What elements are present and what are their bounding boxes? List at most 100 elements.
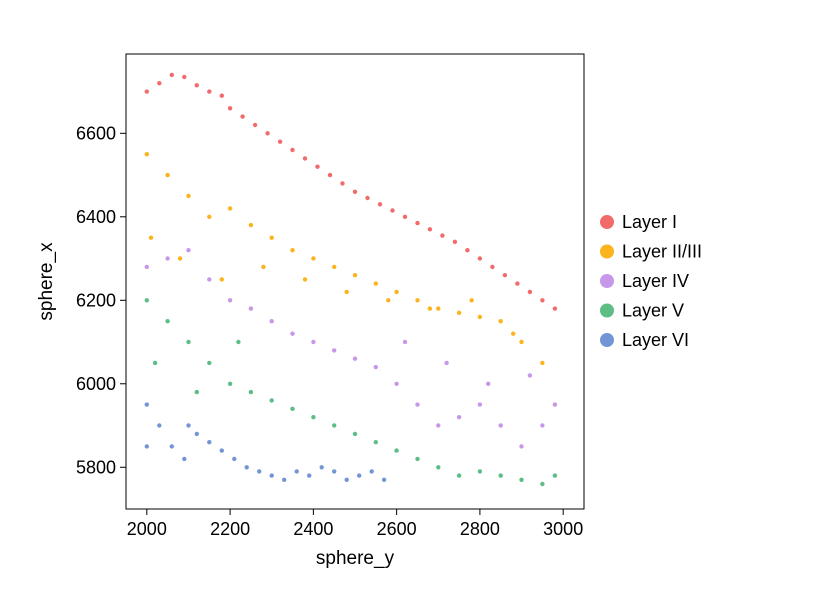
data-point	[377, 202, 383, 207]
data-point	[152, 360, 158, 366]
data-point	[144, 402, 149, 407]
data-point	[444, 360, 449, 366]
data-point	[552, 473, 558, 478]
data-point	[227, 381, 233, 386]
legend-marker	[600, 274, 614, 288]
legend-item: Layer V	[600, 301, 684, 321]
data-point	[227, 106, 233, 111]
y-tick-label: 6600	[76, 123, 116, 143]
data-point	[427, 306, 433, 311]
data-point	[394, 448, 399, 453]
series-5	[144, 402, 387, 482]
data-point	[207, 277, 212, 282]
data-point	[498, 473, 503, 478]
data-point	[519, 339, 524, 345]
data-point	[269, 319, 274, 324]
data-point	[169, 444, 174, 449]
data-point	[248, 306, 254, 311]
data-point	[290, 406, 295, 411]
x-tick-label: 2600	[377, 519, 417, 539]
points-layer	[144, 72, 558, 487]
data-point	[456, 310, 462, 315]
legend-item: Layer I	[600, 212, 677, 232]
data-point	[502, 273, 508, 278]
data-point	[498, 423, 503, 428]
data-point	[207, 214, 212, 219]
data-point	[261, 264, 266, 270]
data-point	[519, 477, 524, 482]
data-point	[248, 389, 254, 395]
data-point	[290, 248, 295, 253]
data-point	[207, 360, 212, 366]
data-point	[332, 469, 337, 474]
data-point	[227, 298, 233, 303]
legend: Layer I Layer II/III Layer IV Layer V Layer …	[600, 212, 702, 350]
data-point	[515, 281, 520, 286]
data-point	[144, 152, 149, 157]
data-point	[440, 233, 445, 238]
data-point	[290, 147, 295, 153]
data-point	[477, 402, 483, 407]
data-point	[456, 473, 462, 478]
data-point	[540, 481, 545, 487]
data-point	[332, 348, 337, 353]
x-tick-label: 2400	[293, 519, 333, 539]
data-point	[257, 469, 262, 474]
data-point	[469, 298, 474, 303]
x-tick-label: 2000	[127, 519, 167, 539]
data-point	[465, 248, 470, 253]
data-point	[144, 298, 149, 303]
data-point	[552, 306, 558, 311]
x-axis-label: sphere_y	[316, 548, 395, 569]
data-point	[344, 477, 349, 482]
data-point	[402, 339, 408, 345]
data-point	[352, 431, 358, 437]
data-point	[344, 289, 349, 295]
data-point	[365, 195, 370, 201]
y-tick-label: 6000	[76, 374, 116, 394]
data-point	[477, 314, 483, 320]
legend-marker	[600, 244, 614, 259]
data-point	[369, 469, 374, 474]
x-tick-label: 3000	[543, 519, 583, 539]
data-point	[311, 415, 316, 420]
legend-label: Layer V	[622, 301, 684, 321]
data-point	[319, 465, 324, 470]
y-tick-label: 5800	[76, 457, 116, 477]
data-point	[477, 469, 483, 474]
data-point	[165, 256, 170, 261]
data-point	[194, 431, 199, 437]
data-point	[386, 298, 391, 303]
data-point	[186, 339, 191, 345]
legend-marker	[600, 333, 614, 347]
series-2	[144, 152, 545, 366]
y-axis: 5800 6000 6200 6400 6600	[76, 123, 126, 477]
data-point	[157, 423, 162, 428]
data-point	[165, 172, 170, 178]
data-point	[352, 273, 358, 278]
data-point	[144, 89, 149, 94]
data-point	[177, 256, 183, 261]
data-point	[327, 172, 333, 178]
data-point	[394, 289, 399, 295]
data-point	[144, 444, 149, 449]
data-point	[486, 381, 491, 386]
y-tick-label: 6200	[76, 290, 116, 310]
data-point	[265, 131, 270, 136]
data-point	[182, 74, 187, 80]
legend-item: Layer II/III	[600, 242, 702, 262]
data-point	[227, 206, 233, 211]
data-point	[269, 398, 274, 403]
data-point	[186, 248, 191, 253]
legend-item: Layer IV	[600, 271, 689, 291]
data-point	[452, 239, 458, 244]
data-point	[477, 256, 483, 261]
legend-label: Layer I	[622, 212, 677, 232]
data-point	[311, 256, 316, 261]
data-point	[219, 277, 224, 282]
data-point	[194, 83, 199, 88]
legend-marker	[600, 215, 614, 229]
data-point	[302, 277, 308, 282]
data-point	[332, 264, 337, 270]
